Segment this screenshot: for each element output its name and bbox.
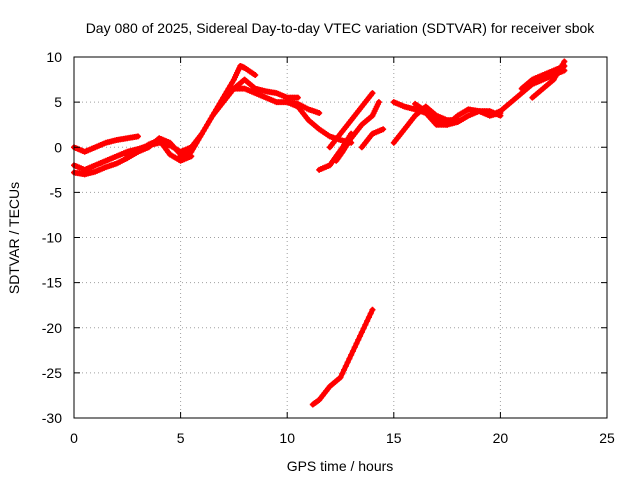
data-point — [197, 133, 204, 140]
y-axis-label: SDTVAR / TECUs — [6, 182, 22, 294]
data-point — [360, 325, 367, 332]
series-trace-a — [71, 133, 141, 155]
data-point — [357, 333, 364, 340]
y-tick-label: -15 — [42, 275, 62, 291]
data-point — [315, 397, 322, 404]
axis-ticks: 0 5 10 15 20 25 -30 -25 -20 -15 -10 -5 0 5 10 — [42, 49, 615, 446]
series-trace-l — [358, 126, 387, 151]
data-point — [316, 109, 323, 116]
y-tick-label: 10 — [46, 49, 62, 65]
series-trace-f — [209, 76, 301, 119]
data-point — [358, 329, 365, 336]
data-point — [364, 317, 371, 324]
data-point — [190, 145, 197, 152]
data-point — [200, 127, 207, 134]
data-point — [191, 142, 198, 149]
data-point — [342, 363, 349, 370]
data-point — [227, 82, 234, 89]
y-tick-label: 5 — [54, 94, 62, 110]
y-tick-label: 0 — [54, 139, 62, 155]
data-point — [369, 90, 376, 97]
data-point — [367, 310, 374, 317]
data-series — [71, 58, 568, 408]
x-tick-label: 20 — [493, 430, 509, 446]
series-trace-e — [177, 63, 259, 160]
data-point — [344, 359, 351, 366]
series-trace-j — [326, 90, 376, 151]
data-point — [195, 136, 202, 143]
data-point — [351, 344, 358, 351]
data-point — [552, 73, 559, 80]
data-point — [229, 79, 236, 86]
data-point — [337, 374, 344, 381]
data-point — [202, 124, 209, 131]
y-tick-label: -30 — [42, 410, 62, 426]
data-point — [365, 314, 372, 321]
data-point — [362, 321, 369, 328]
x-tick-label: 25 — [599, 430, 615, 446]
data-point — [346, 355, 353, 362]
x-tick-label: 0 — [70, 430, 78, 446]
data-point — [198, 130, 205, 137]
data-point — [339, 370, 346, 377]
series-trace-d — [124, 135, 184, 160]
data-point — [380, 126, 387, 133]
chart-title: Day 080 of 2025, Sidereal Day-to-day VTE… — [86, 20, 596, 36]
series-trace-m — [309, 306, 376, 408]
data-point — [550, 76, 557, 83]
data-point — [193, 139, 200, 146]
x-tick-label: 10 — [279, 430, 295, 446]
series-trace-k — [333, 99, 382, 164]
data-point — [353, 340, 360, 347]
data-point — [349, 348, 356, 355]
x-axis-label: GPS time / hours — [287, 458, 394, 474]
data-point — [252, 72, 259, 79]
data-point — [348, 351, 355, 358]
data-point — [206, 118, 213, 125]
data-point — [561, 63, 568, 70]
y-tick-label: -20 — [42, 320, 62, 336]
y-tick-label: -10 — [42, 230, 62, 246]
x-tick-label: 5 — [177, 430, 185, 446]
data-point — [355, 336, 362, 343]
data-point — [225, 85, 232, 92]
series-trace-s — [518, 63, 568, 92]
data-point — [188, 148, 195, 155]
data-point — [375, 99, 382, 106]
data-point — [294, 94, 301, 101]
data-point — [134, 133, 141, 140]
y-tick-label: -25 — [42, 365, 62, 381]
x-tick-label: 15 — [386, 430, 402, 446]
data-point — [341, 366, 348, 373]
data-point — [204, 121, 211, 128]
data-point — [369, 306, 376, 313]
y-tick-label: -5 — [50, 184, 63, 200]
